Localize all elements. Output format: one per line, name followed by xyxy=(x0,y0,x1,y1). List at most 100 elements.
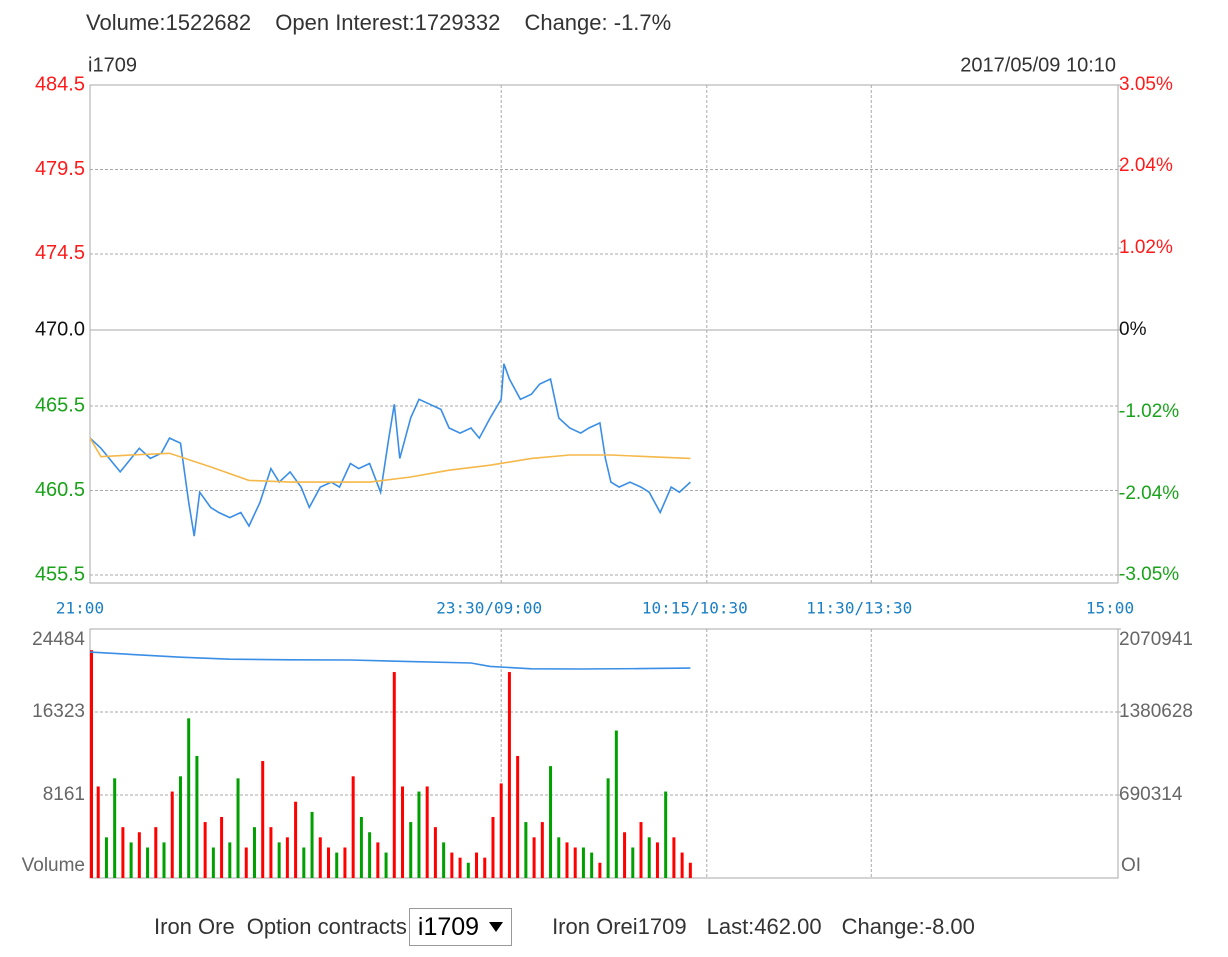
y-tick-label: 484.5 xyxy=(35,73,85,95)
y2-tick-label: -2.04% xyxy=(1119,483,1179,504)
volume-bar xyxy=(433,827,437,878)
volume-bar xyxy=(688,862,692,878)
volume-bar xyxy=(302,847,306,878)
volume-bar xyxy=(220,816,224,878)
volume-bar xyxy=(557,837,561,878)
volume-bar xyxy=(549,766,553,878)
volume-bar xyxy=(631,847,635,878)
dropdown-arrow xyxy=(489,922,504,932)
y-tick-label: 24484 xyxy=(32,629,85,650)
volume-bar xyxy=(516,755,520,878)
volume-bar xyxy=(113,778,117,878)
y-tick-label: 455.5 xyxy=(35,563,85,585)
volume-bar xyxy=(614,730,618,878)
volume-bar xyxy=(606,778,610,878)
volume-bar xyxy=(532,837,536,878)
y-tick-label: 460.5 xyxy=(35,479,85,501)
volume-bar xyxy=(203,822,207,878)
contract-title: i1709 xyxy=(88,54,137,76)
volume-bar xyxy=(146,847,150,878)
chart: i1709 2017/05/09 10:10 484.5 479.5 474.5 470.… xyxy=(22,54,1193,879)
price-line xyxy=(89,437,691,483)
volume-bar xyxy=(252,827,256,878)
volume-bar xyxy=(335,852,339,878)
volume-bar xyxy=(458,857,462,878)
volume-bar xyxy=(483,857,487,878)
volume-bar xyxy=(409,822,413,878)
volume-bar xyxy=(96,786,100,878)
y2-tick-label: 1.02% xyxy=(1119,237,1173,258)
volume-bar xyxy=(590,852,594,878)
oi-line xyxy=(89,651,691,670)
volume-bar xyxy=(581,847,585,878)
volume-bar xyxy=(121,827,125,878)
volume-bar xyxy=(104,837,108,878)
volume-bar xyxy=(90,650,93,878)
volume-bar xyxy=(326,847,330,878)
volume-bar xyxy=(294,801,298,878)
x-tick-label: 11:30/13:30 xyxy=(806,599,912,618)
volume-bar xyxy=(137,832,141,878)
volume-bar xyxy=(244,847,248,878)
y-tick-label: 474.5 xyxy=(35,242,85,264)
volume: Volume:1522682 xyxy=(86,10,252,35)
y2-tick-label: 2.04% xyxy=(1119,155,1173,176)
option-label: Option contracts xyxy=(246,914,407,939)
volume-bar xyxy=(540,822,544,878)
volume-bar xyxy=(261,761,265,878)
y-tick-label: 465.5 xyxy=(35,394,85,416)
volume-bar xyxy=(499,783,503,878)
y2-tick-label: 2070941 xyxy=(1119,629,1193,650)
volume-bar xyxy=(162,842,166,878)
volume-bar xyxy=(647,837,651,878)
y-tick-label: 8161 xyxy=(43,784,85,805)
contract-select[interactable]: i1709 xyxy=(408,908,513,946)
x-tick-label: 15:00 xyxy=(1086,599,1134,618)
volume-bar xyxy=(524,822,528,878)
volume-bar xyxy=(129,842,133,878)
volume-bar xyxy=(475,852,479,878)
volume-bar xyxy=(343,847,347,878)
volume-bar xyxy=(154,827,158,878)
volume-bar xyxy=(368,832,372,878)
volume-bar xyxy=(598,862,602,878)
volume-bar xyxy=(417,791,421,878)
volume-bar xyxy=(425,786,429,878)
product: Iron Ore xyxy=(154,914,235,939)
volume-bar xyxy=(211,847,215,878)
plot-frame xyxy=(89,84,1119,584)
volume-bar xyxy=(170,791,174,878)
header: Volume:1522682 Open Interest:1729332 Cha… xyxy=(86,10,689,36)
volume-bar xyxy=(655,842,659,878)
volume-bar xyxy=(195,755,199,878)
x-tick-label: 21:00 xyxy=(56,599,104,618)
plot-frame xyxy=(89,628,1119,879)
x-tick-label: 10:15/10:30 xyxy=(642,599,748,618)
last-price: Last:462.00 xyxy=(706,914,822,939)
volume-bar xyxy=(187,718,191,878)
volume-bar xyxy=(565,842,569,878)
volume-bar xyxy=(318,837,322,878)
volume-bar xyxy=(269,827,273,878)
volume-bar xyxy=(392,672,396,878)
volume-bar xyxy=(450,852,454,878)
volume-bar xyxy=(466,862,470,878)
change: Change: -1.7% xyxy=(524,10,672,35)
y2-tick-label: -1.02% xyxy=(1119,401,1179,422)
volume-bar xyxy=(680,852,684,878)
y2-tick-label: 0% xyxy=(1119,319,1147,340)
volume-bar xyxy=(236,778,240,878)
volume-bar xyxy=(285,837,289,878)
volume-bar xyxy=(376,842,380,878)
volume-bar xyxy=(573,847,577,878)
volume-bar xyxy=(359,816,363,878)
footer: Iron Ore Option contracts i1709 Iron Ore… xyxy=(154,908,975,946)
volume-bar xyxy=(401,786,405,878)
y2-tick-label: 1380628 xyxy=(1119,701,1193,722)
y-tick-label: 16323 xyxy=(32,701,85,722)
quote-name: Iron Orei1709 xyxy=(552,914,687,939)
volume-bar xyxy=(664,791,668,878)
y2-tick-label: -3.05% xyxy=(1119,564,1179,585)
y2-axis-label: OI xyxy=(1121,855,1141,876)
